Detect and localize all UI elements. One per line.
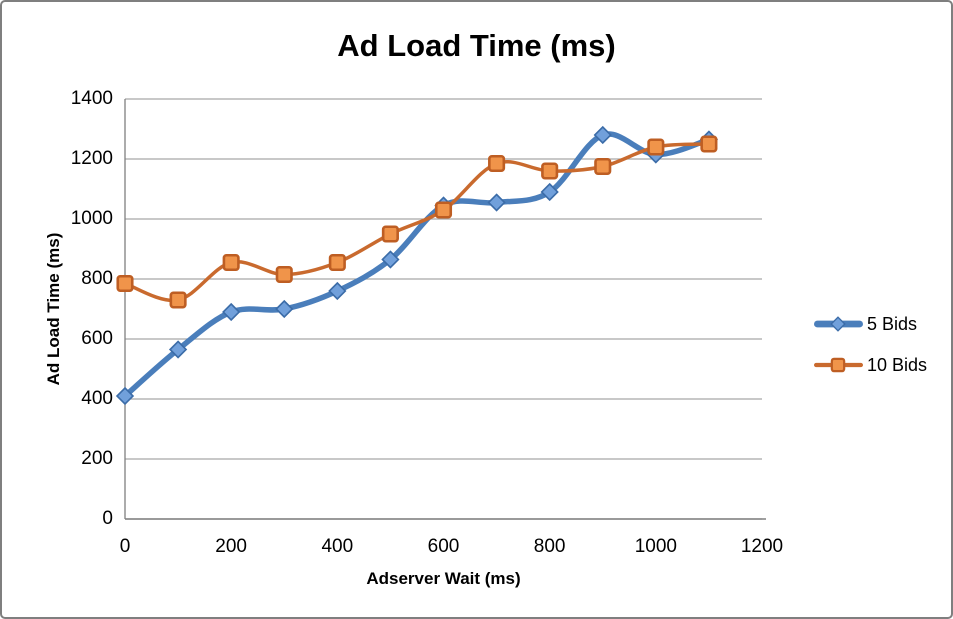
diamond-marker — [222, 302, 241, 322]
diamond-marker — [168, 340, 188, 359]
diamond-marker — [275, 299, 294, 319]
orange-line-square-icon — [814, 357, 863, 373]
x-axis-tick-label: 1000 — [634, 536, 677, 557]
square-marker — [275, 265, 293, 284]
series-line-1 — [123, 142, 711, 303]
diamond-marker — [593, 125, 612, 145]
square-marker — [434, 201, 453, 219]
square-marker — [700, 135, 718, 153]
y-axis-tick-label: 800 — [81, 268, 113, 289]
x-axis-tick-label: 600 — [427, 536, 460, 557]
square-marker — [381, 225, 399, 243]
blue-line-diamond-icon — [814, 316, 863, 332]
square-marker — [222, 253, 240, 272]
y-axis-tick-label: 400 — [81, 388, 113, 409]
legend-item-10-bids: 10 Bids — [813, 353, 927, 377]
chart-title: Ad Load Time (ms) — [337, 28, 616, 63]
x-axis-title: Adserver Wait (ms) — [366, 569, 521, 588]
legend-item-5-bids: 5 Bids — [813, 312, 927, 336]
y-axis-tick-label: 600 — [81, 328, 113, 349]
x-axis-tick-label: 800 — [533, 536, 566, 557]
diamond-marker — [540, 182, 559, 202]
legend-label-10-bids: 10 Bids — [867, 355, 928, 375]
x-axis-tick-label: 400 — [321, 536, 354, 557]
legend: 5 Bids 10 Bids — [813, 312, 927, 394]
x-axis-tick-label: 200 — [215, 536, 247, 557]
diamond-marker — [487, 193, 506, 212]
square-marker — [328, 253, 346, 272]
y-axis-tick-label: 1000 — [70, 208, 113, 229]
square-marker — [541, 162, 559, 180]
square-marker — [169, 291, 187, 309]
y-axis-tick-label: 1400 — [70, 88, 113, 109]
x-axis-tick-label: 0 — [119, 536, 131, 557]
diamond-marker — [115, 386, 135, 406]
diamond-marker — [830, 316, 846, 332]
legend-label-5-bids: 5 Bids — [867, 314, 918, 334]
series-line-0 — [122, 131, 712, 399]
square-marker — [830, 357, 846, 373]
square-marker — [647, 138, 665, 156]
y-axis-tick-label: 200 — [81, 448, 113, 469]
square-marker — [488, 154, 506, 173]
square-marker — [594, 157, 612, 176]
x-axis-tick-label: 1200 — [740, 536, 784, 557]
y-axis-title: Ad Load Time (ms) — [44, 232, 63, 386]
y-axis-tick-label: 1200 — [70, 148, 113, 169]
diamond-marker — [328, 281, 347, 301]
square-marker — [116, 274, 134, 293]
y-axis-tick-label: 0 — [102, 508, 113, 529]
diamond-marker — [381, 250, 400, 269]
